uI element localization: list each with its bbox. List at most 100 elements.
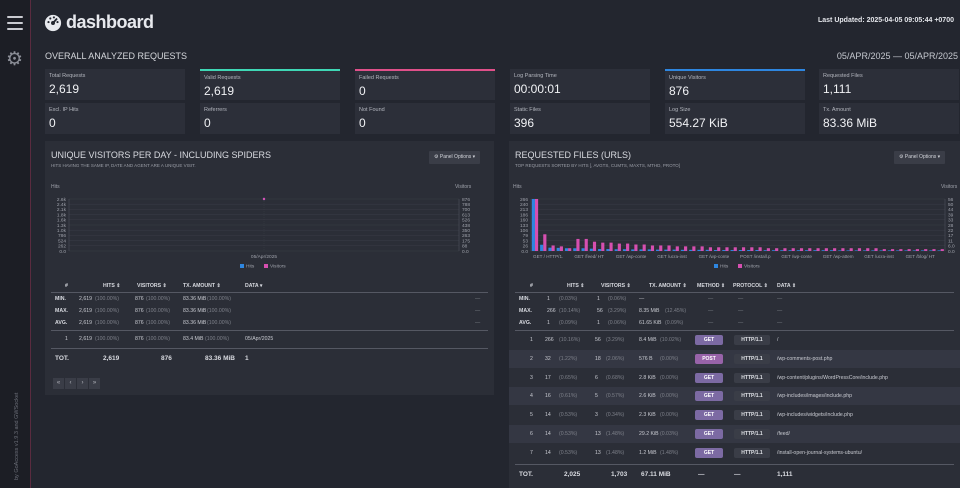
next-page-button[interactable]: ›: [77, 378, 88, 389]
y2-tick-label: 0.0: [462, 249, 469, 255]
table-row[interactable]: 2 32 (1.22%) 18 (2.06%) 576 B (0.00%) POST HTTP/…: [509, 353, 960, 365]
requested-files-panel: REQUESTED FILES (URLS) TOP REQUESTS SORT…: [509, 141, 960, 488]
total-method: —: [698, 470, 705, 478]
panel-title: REQUESTED FILES (URLS): [515, 150, 632, 160]
method-badge: GET: [695, 335, 723, 345]
gear-icon[interactable]: ⚙: [6, 49, 24, 70]
protocol-badge: HTTP/1.1: [734, 335, 770, 345]
visitors-bar: [874, 248, 878, 251]
y2-tick-label: 438: [462, 223, 470, 229]
column-header: VISITORS ⇕: [137, 283, 167, 289]
card-log-parsing-time: Log Parsing Time 00:00:01: [510, 69, 650, 100]
brand[interactable]: dashboard: [44, 12, 154, 33]
last-page-button[interactable]: »: [89, 378, 100, 389]
first-page-button[interactable]: «: [53, 378, 64, 389]
protocol-badge: HTTP/1.1: [734, 372, 770, 383]
hits-bar: [639, 249, 643, 251]
protocol-value: —: [738, 308, 744, 314]
card-label: Referrers: [204, 107, 227, 113]
tx-percent: (0.00%): [660, 412, 679, 419]
tx-value: 29.2 KiB: [639, 431, 659, 437]
tx-percent: (0.03%): [660, 431, 679, 437]
table-row[interactable]: 4 16 (0.61%) 5 (0.57%) 2.6 KiB (0.00%) GET HTTP/…: [509, 390, 960, 402]
url-value: /feed/: [777, 431, 790, 437]
y2-tick-label: 175: [462, 238, 470, 244]
x-tick-label: GET /ucra-inst: [657, 254, 687, 259]
summary-divider: [515, 330, 954, 331]
hits-bar: [589, 248, 593, 251]
visitors-bar: [733, 247, 737, 251]
visitors-bar: [833, 248, 837, 251]
table-row[interactable]: 1 2,619 (100.00%) 876 (100.00%) 83.4 MiB (100.…: [45, 333, 494, 345]
hits-bar: [747, 250, 751, 251]
visitors-bar: [659, 245, 663, 251]
visitors-bar: [741, 247, 746, 251]
hits-percent: (100.00%): [95, 308, 119, 314]
protocol-badge: HTTP/1.1: [734, 353, 770, 364]
hits-percent: (0.53%): [559, 431, 578, 437]
hits-bar: [796, 250, 800, 251]
column-header: VISITORS ⇕: [601, 283, 631, 289]
table-row[interactable]: 6 14 (0.53%) 13 (1.48%) 29.2 KiB (0.03%) GET HTT…: [509, 428, 960, 440]
row-number: 4: [530, 393, 533, 400]
data-value: —: [777, 308, 783, 314]
column-header: PROTOCOL ⇕: [733, 283, 768, 289]
column-header: DATA ⇕: [777, 283, 797, 289]
y2-tick-label: 44: [948, 207, 954, 213]
table-row[interactable]: 1 266 (10.16%) 56 (3.29%) 8.4 MiB (10.02%) GET H…: [509, 334, 960, 346]
hamburger-menu-icon[interactable]: [7, 16, 23, 30]
hits-bar: [887, 250, 892, 251]
table-row[interactable]: 5 14 (0.53%) 3 (0.34%) 2.3 KiB (0.00%) GET HTTP/…: [509, 409, 960, 421]
summary-label: AVG.: [519, 320, 532, 326]
hits-value: 266: [547, 308, 556, 314]
column-header: DATA ▾: [245, 283, 263, 289]
method-badge: GET: [695, 410, 723, 421]
table-row[interactable]: 3 17 (0.65%) 6 (0.68%) 2.8 KiB (0.00%) GET HTTP/…: [509, 372, 960, 384]
hits-bar: [564, 248, 569, 251]
visitors-bar: [758, 247, 762, 251]
tx-value: 2.8 KiB: [639, 374, 656, 381]
hits-bar: [805, 250, 809, 251]
card-label: Log Parsing Time: [514, 73, 557, 79]
card-value: 1,111: [823, 82, 852, 96]
visitors-bar: [717, 247, 721, 251]
hits-bar: [838, 250, 842, 251]
summary-row: AVG. 1 (0.09%) 1 (0.06%) 61.65 KiB (0.09%) — — —: [509, 317, 960, 329]
visitors-percent: (100.00%): [146, 320, 170, 326]
table-row[interactable]: 7 14 (0.53%) 13 (1.48%) 1.2 MiB (1.48%) GET HTTP…: [509, 447, 960, 459]
tx-value: 576 B: [639, 355, 653, 362]
hits-value: 14: [545, 431, 551, 437]
column-header: METHOD ⇕: [697, 283, 726, 289]
row-number: 3: [530, 374, 533, 381]
legend-hits-swatch: [714, 264, 718, 268]
card-static-files: Static Files 396: [510, 103, 650, 134]
visitors-percent: (1.48%): [606, 431, 625, 437]
x-tick-label: GET /ucra-inst: [864, 254, 894, 259]
data-value: —: [475, 320, 481, 326]
y2-tick-label: 0.0: [948, 249, 955, 255]
y2-tick-label: 263: [462, 233, 470, 239]
visitors-bar: [924, 249, 928, 251]
hits-bar: [705, 249, 709, 251]
column-header: #: [65, 283, 68, 289]
hits-bar: [730, 250, 734, 251]
total-label: TOT.: [55, 354, 69, 362]
x-tick-label: GET / HTTP/1.: [533, 254, 563, 259]
prev-page-button[interactable]: ‹: [65, 378, 76, 389]
y2-tick-label: 56: [948, 197, 954, 203]
date-range: 05/APR/2025 — 05/APR/2025: [836, 51, 958, 61]
visitors-value: 876: [135, 336, 144, 342]
hits-percent: (0.53%): [559, 449, 578, 456]
hits-value: 17: [545, 374, 551, 381]
visitors-value: 3: [595, 412, 598, 419]
tx-percent: (0.00%): [660, 374, 679, 381]
visitors-percent: (0.06%): [608, 320, 627, 326]
visitors-value: 13: [595, 449, 601, 456]
visitors-bar: [849, 248, 853, 251]
summary-label: AVG.: [55, 320, 68, 326]
visitors-percent: (0.57%): [606, 393, 625, 400]
hits-bar: [697, 249, 701, 251]
panel-options-button[interactable]: ⚙ Panel Options ▾: [894, 151, 946, 164]
panel-options-button[interactable]: ⚙ Panel Options ▾: [429, 151, 481, 164]
visitors-bar: [907, 249, 911, 251]
